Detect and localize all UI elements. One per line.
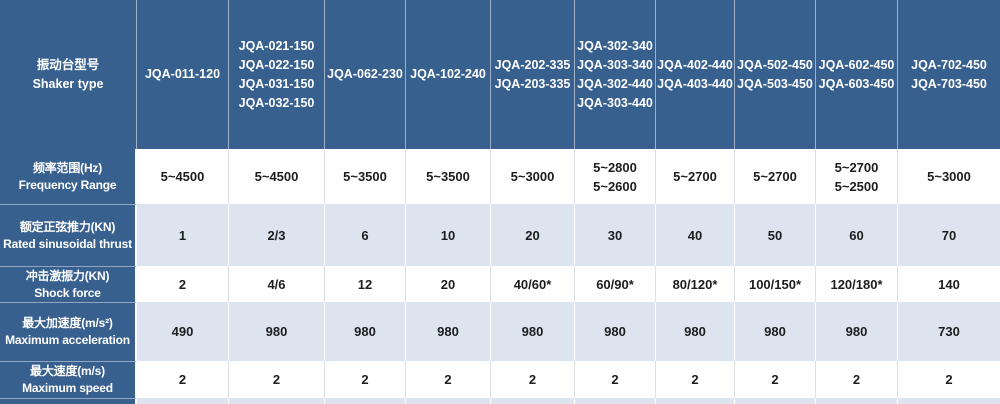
value-cell: 6 xyxy=(325,204,406,266)
row-label-maximum-speed: 最大速度(m/s) Maximum speed xyxy=(0,361,137,398)
value-cell: 2 xyxy=(656,361,735,398)
header-cell-model-10: JQA-702-450 JQA-703-450 xyxy=(898,0,1000,149)
value-cell-clipped xyxy=(229,398,325,404)
value-cell-clipped xyxy=(575,398,656,404)
value-cell: 5~4500 xyxy=(137,149,229,204)
value-cell: 10 xyxy=(406,204,491,266)
value-cell: 2 xyxy=(229,361,325,398)
row-label-maximum-acceleration: 最大加速度(m/s²) Maximum acceleration xyxy=(0,302,137,361)
row-label-clipped xyxy=(0,398,137,404)
value-cell: 980 xyxy=(575,302,656,361)
header-cell-model-5: JQA-202-335 JQA-203-335 xyxy=(491,0,575,149)
value-cell: 980 xyxy=(491,302,575,361)
value-cell-clipped xyxy=(735,398,816,404)
value-cell: 20 xyxy=(491,204,575,266)
value-cell: 2 xyxy=(406,361,491,398)
value-cell: 120/180* xyxy=(816,266,898,302)
header-cell-model-4: JQA-102-240 xyxy=(406,0,491,149)
row-label-frequency-range: 频率范围(Hz) Frequency Range xyxy=(0,149,137,204)
value-cell: 5~2700 xyxy=(735,149,816,204)
value-cell: 5~2800 5~2600 xyxy=(575,149,656,204)
value-cell: 50 xyxy=(735,204,816,266)
value-cell: 980 xyxy=(735,302,816,361)
value-cell-clipped xyxy=(898,398,1000,404)
value-cell: 5~3000 xyxy=(491,149,575,204)
value-cell: 100/150* xyxy=(735,266,816,302)
value-cell: 4/6 xyxy=(229,266,325,302)
value-cell: 2 xyxy=(137,361,229,398)
value-cell: 2 xyxy=(491,361,575,398)
value-cell: 980 xyxy=(656,302,735,361)
header-cell-model-2: JQA-021-150 JQA-022-150 JQA-031-150 JQA-… xyxy=(229,0,325,149)
value-cell: 2 xyxy=(735,361,816,398)
header-cell-model-3: JQA-062-230 xyxy=(325,0,406,149)
value-cell: 60 xyxy=(816,204,898,266)
value-cell-clipped xyxy=(137,398,229,404)
value-cell: 20 xyxy=(406,266,491,302)
value-cell: 2 xyxy=(575,361,656,398)
value-cell: 40/60* xyxy=(491,266,575,302)
value-cell: 60/90* xyxy=(575,266,656,302)
value-cell: 140 xyxy=(898,266,1000,302)
value-cell: 5~4500 xyxy=(229,149,325,204)
value-cell-clipped xyxy=(406,398,491,404)
value-cell: 5~3000 xyxy=(898,149,1000,204)
value-cell: 2 xyxy=(816,361,898,398)
value-cell: 730 xyxy=(898,302,1000,361)
value-cell: 1 xyxy=(137,204,229,266)
value-cell: 5~2700 xyxy=(656,149,735,204)
value-cell: 980 xyxy=(816,302,898,361)
value-cell: 12 xyxy=(325,266,406,302)
header-cell-model-9: JQA-602-450 JQA-603-450 xyxy=(816,0,898,149)
value-cell: 5~2700 5~2500 xyxy=(816,149,898,204)
value-cell: 490 xyxy=(137,302,229,361)
value-cell: 2/3 xyxy=(229,204,325,266)
value-cell: 980 xyxy=(229,302,325,361)
header-cell-model-6: JQA-302-340 JQA-303-340 JQA-302-440 JQA-… xyxy=(575,0,656,149)
header-cell-model-8: JQA-502-450 JQA-503-450 xyxy=(735,0,816,149)
value-cell: 5~3500 xyxy=(406,149,491,204)
value-cell: 980 xyxy=(406,302,491,361)
value-cell: 30 xyxy=(575,204,656,266)
value-cell-clipped xyxy=(491,398,575,404)
header-cell-model-1: JQA-011-120 xyxy=(137,0,229,149)
value-cell-clipped xyxy=(816,398,898,404)
value-cell: 5~3500 xyxy=(325,149,406,204)
row-label-rated-sinusoidal-thrust: 额定正弦推力(KN) Rated sinusoidal thrust xyxy=(0,204,137,266)
value-cell: 80/120* xyxy=(656,266,735,302)
value-cell: 40 xyxy=(656,204,735,266)
value-cell: 2 xyxy=(898,361,1000,398)
row-label-shock-force: 冲击激振力(KN) Shock force xyxy=(0,266,137,302)
header-cell-model-7: JQA-402-440 JQA-403-440 xyxy=(656,0,735,149)
value-cell: 2 xyxy=(325,361,406,398)
value-cell: 980 xyxy=(325,302,406,361)
value-cell: 2 xyxy=(137,266,229,302)
value-cell-clipped xyxy=(656,398,735,404)
value-cell-clipped xyxy=(325,398,406,404)
shaker-type-corner-label: 振动台型号 Shaker type xyxy=(0,0,137,149)
value-cell: 70 xyxy=(898,204,1000,266)
